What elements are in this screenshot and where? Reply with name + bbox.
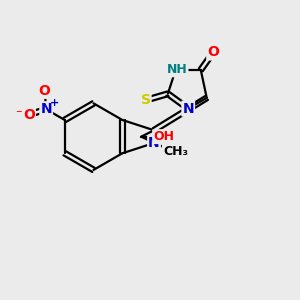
Text: O: O [207,45,219,59]
Text: NH: NH [167,63,188,76]
Text: N: N [40,102,52,116]
Text: N: N [148,136,160,150]
Text: S: S [141,93,151,107]
Text: O: O [23,108,35,122]
Text: +: + [50,98,59,108]
Text: O: O [39,84,51,98]
Text: OH: OH [153,130,174,143]
Text: ⁻: ⁻ [15,108,22,121]
Text: N: N [182,102,194,116]
Text: CH₃: CH₃ [163,146,188,158]
